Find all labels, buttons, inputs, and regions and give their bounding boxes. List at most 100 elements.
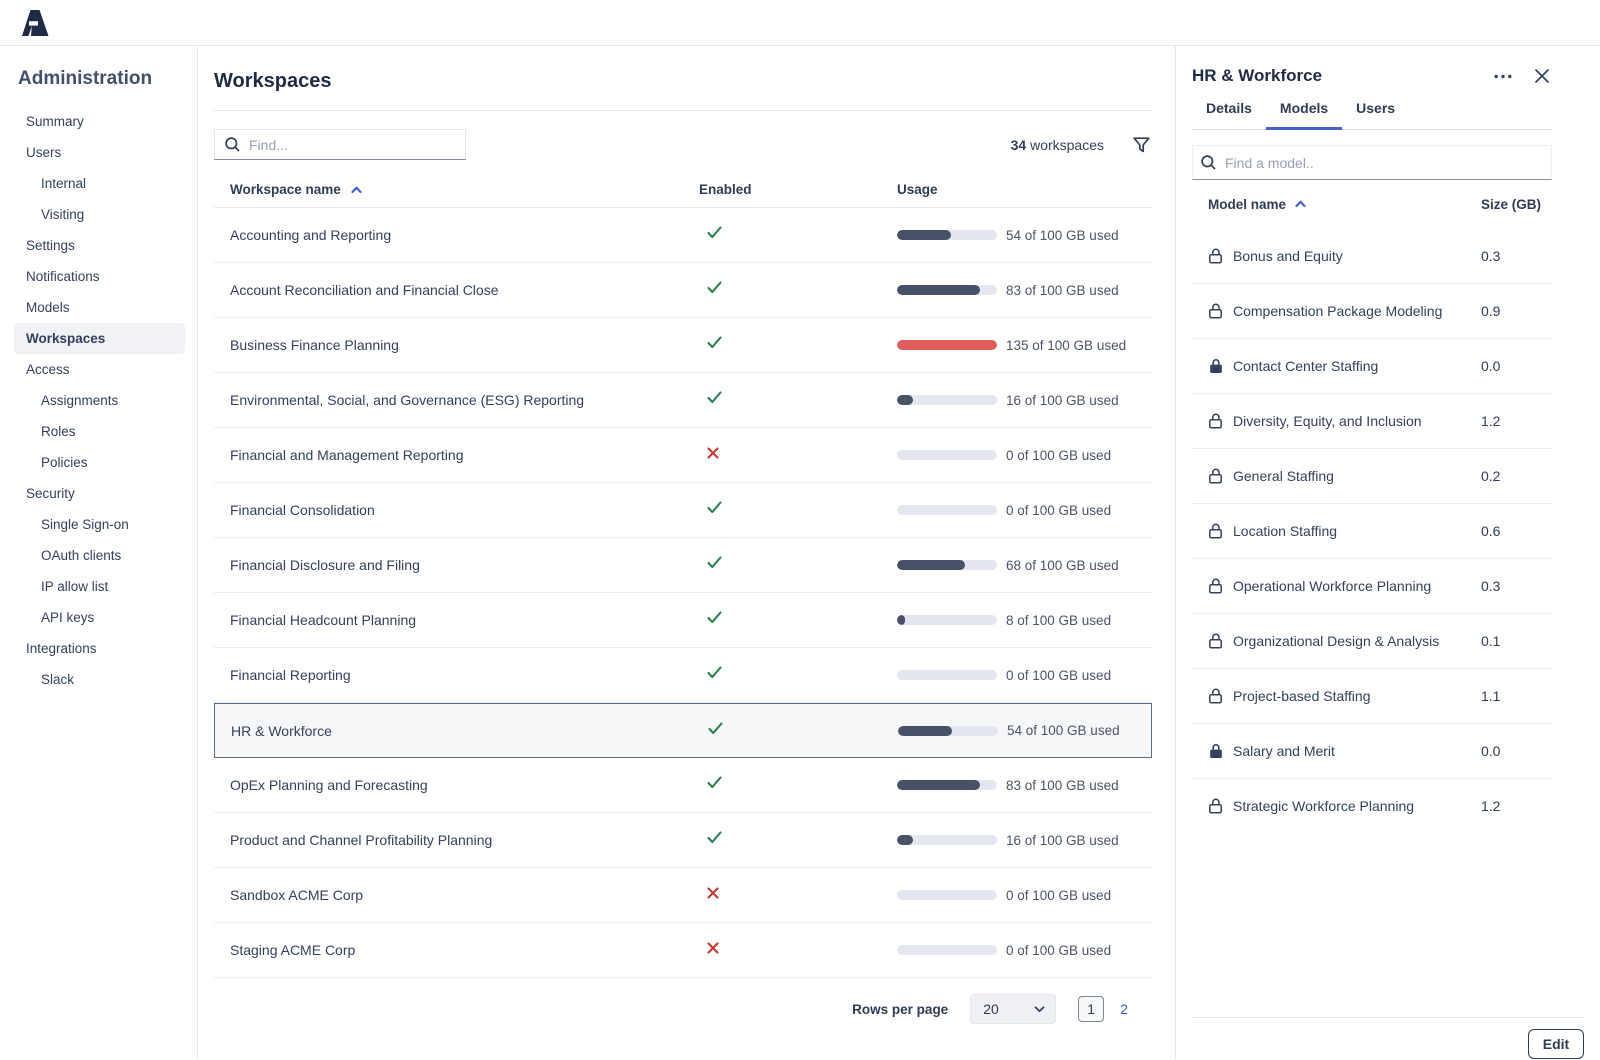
model-row-diversity-equity-and-inclusion[interactable]: Diversity, Equity, and Inclusion 1.2	[1192, 393, 1552, 448]
model-row-strategic-workforce-planning[interactable]: Strategic Workforce Planning 1.2	[1192, 778, 1552, 833]
sidebar-item-slack[interactable]: Slack	[41, 672, 75, 687]
table-row-financial-consolidation[interactable]: Financial Consolidation 0 of 100 GB used	[214, 483, 1152, 538]
sidebar-item-access[interactable]: Access	[26, 362, 70, 377]
enabled-cell	[699, 886, 897, 904]
sidebar-item-policies[interactable]: Policies	[41, 455, 88, 470]
model-row-organizational-design-analysis[interactable]: Organizational Design & Analysis 0.1	[1192, 613, 1552, 668]
model-row-contact-center-staffing[interactable]: Contact Center Staffing 0.0	[1192, 338, 1552, 393]
sidebar-item-visiting[interactable]: Visiting	[41, 207, 85, 222]
usage-text: 0 of 100 GB used	[1006, 447, 1112, 463]
table-row-financial-and-management-reporting[interactable]: Financial and Management Reporting 0 of 1…	[214, 428, 1152, 483]
sidebar-item-internal[interactable]: Internal	[41, 176, 87, 191]
usage-text: 135 of 100 GB used	[1006, 337, 1127, 353]
close-icon[interactable]	[1532, 66, 1552, 86]
model-search[interactable]	[1192, 145, 1552, 180]
enabled-check-icon	[707, 281, 722, 294]
model-search-input[interactable]	[1225, 154, 1543, 171]
table-row-opex-planning-and-forecasting[interactable]: OpEx Planning and Forecasting 83 of 100 G…	[214, 758, 1152, 813]
edit-button[interactable]: Edit	[1528, 1029, 1584, 1059]
workspace-name: Business Finance Planning	[230, 337, 399, 353]
workspace-search[interactable]	[214, 129, 466, 160]
model-row-general-staffing[interactable]: General Staffing 0.2	[1192, 448, 1552, 503]
enabled-check-icon	[707, 226, 722, 239]
table-row-staging-acme-corp[interactable]: Staging ACME Corp 0 of 100 GB used	[214, 923, 1152, 978]
enabled-check-icon	[707, 336, 722, 349]
usage-bar	[897, 285, 997, 295]
usage-bar	[897, 505, 997, 515]
table-row-environmental-social-and-governance-esg-reporting[interactable]: Environmental, Social, and Governance (E…	[214, 373, 1152, 428]
detail-panel: HR & Workforce Details Models Users	[1175, 46, 1600, 1059]
model-row-salary-and-merit[interactable]: Salary and Merit 0.0	[1192, 723, 1552, 778]
more-options-icon[interactable]	[1492, 72, 1514, 81]
panel-header: HR & Workforce	[1192, 66, 1552, 86]
sidebar-item-summary[interactable]: Summary	[26, 114, 84, 129]
table-row-financial-reporting[interactable]: Financial Reporting 0 of 100 GB used	[214, 648, 1152, 703]
sidebar-item-api-keys[interactable]: API keys	[41, 610, 95, 625]
table-row-account-reconciliation-and-financial-close[interactable]: Account Reconciliation and Financial Clo…	[214, 263, 1152, 318]
enabled-check-icon	[707, 556, 722, 569]
enabled-cell	[699, 941, 897, 959]
usage-cell: 0 of 100 GB used	[897, 503, 1152, 518]
sidebar-item-security[interactable]: Security	[26, 486, 75, 501]
sidebar-item-models[interactable]: Models	[26, 300, 70, 315]
usage-text: 68 of 100 GB used	[1006, 557, 1119, 573]
model-size: 0.3	[1481, 247, 1501, 264]
workspace-count-value: 34	[1010, 136, 1027, 153]
usage-bar	[897, 230, 997, 240]
usage-cell: 83 of 100 GB used	[897, 778, 1152, 793]
usage-cell: 16 of 100 GB used	[897, 833, 1152, 848]
workspace-name: Financial Disclosure and Filing	[230, 557, 420, 573]
column-workspace-name[interactable]: Workspace name	[214, 182, 699, 197]
page-button-1[interactable]: 1	[1078, 996, 1105, 1022]
sidebar-item-single-sign-on[interactable]: Single Sign-on	[41, 517, 129, 532]
usage-cell: 68 of 100 GB used	[897, 558, 1152, 573]
panel-title: HR & Workforce	[1192, 66, 1323, 85]
workspace-name: OpEx Planning and Forecasting	[230, 777, 428, 793]
workspace-name: Financial and Management Reporting	[230, 447, 464, 463]
tab-models[interactable]: Models	[1265, 100, 1343, 130]
rows-per-page-select[interactable]: 20	[970, 994, 1057, 1024]
table-row-financial-disclosure-and-filing[interactable]: Financial Disclosure and Filing 68 of 100…	[214, 538, 1152, 593]
sidebar-item-notifications[interactable]: Notifications	[26, 269, 100, 284]
sidebar-item-users[interactable]: Users	[26, 145, 62, 160]
sidebar-item-oauth-clients[interactable]: OAuth clients	[41, 548, 122, 563]
model-row-compensation-package-modeling[interactable]: Compensation Package Modeling 0.9	[1192, 283, 1552, 338]
model-row-bonus-and-equity[interactable]: Bonus and Equity 0.3	[1192, 228, 1552, 283]
filter-icon[interactable]	[1131, 135, 1152, 155]
table-row-product-and-channel-profitability-planning[interactable]: Product and Channel Profitability Planni…	[214, 813, 1152, 868]
tab-details[interactable]: Details	[1192, 100, 1266, 130]
model-row-operational-workforce-planning[interactable]: Operational Workforce Planning 0.3	[1192, 558, 1552, 613]
enabled-cell	[699, 611, 897, 629]
model-size: 0.2	[1481, 468, 1501, 484]
workspace-table-header: Workspace name Enabled Usage	[214, 172, 1152, 208]
model-row-location-staffing[interactable]: Location Staffing 0.6	[1192, 503, 1552, 558]
sidebar-item-assignments[interactable]: Assignments	[41, 393, 119, 408]
table-row-accounting-and-reporting[interactable]: Accounting and Reporting 54 of 100 GB use…	[214, 208, 1152, 263]
table-row-hr-workforce[interactable]: HR & Workforce 54 of 100 GB used	[214, 703, 1152, 758]
model-name: Location Staffing	[1233, 523, 1338, 539]
sidebar-item-workspaces[interactable]: Workspaces	[14, 323, 185, 354]
enabled-check-icon	[707, 501, 722, 514]
sidebar-item-integrations[interactable]: Integrations	[26, 641, 97, 656]
workspace-search-input[interactable]	[249, 136, 455, 153]
enabled-cell	[699, 556, 897, 574]
enabled-cell	[699, 446, 897, 464]
toolbar: 34 workspaces	[214, 129, 1152, 160]
workspace-name: Financial Consolidation	[230, 502, 375, 518]
toolbar-right: 34 workspaces	[1011, 135, 1152, 155]
model-name: Project-based Staffing	[1233, 688, 1371, 704]
table-row-business-finance-planning[interactable]: Business Finance Planning 135 of 100 GB u…	[214, 318, 1152, 373]
tab-users[interactable]: Users	[1342, 100, 1409, 130]
usage-text: 0 of 100 GB used	[1006, 502, 1112, 518]
model-row-project-based-staffing[interactable]: Project-based Staffing 1.1	[1192, 668, 1552, 723]
column-usage: Usage	[897, 182, 938, 197]
table-row-financial-headcount-planning[interactable]: Financial Headcount Planning 8 of 100 GB …	[214, 593, 1152, 648]
workspace-name: Staging ACME Corp	[230, 942, 356, 958]
page-button-2[interactable]: 2	[1120, 1001, 1128, 1017]
sort-asc-icon	[351, 186, 362, 194]
column-model-name[interactable]: Model name	[1192, 197, 1481, 212]
sidebar-item-ip-allow-list[interactable]: IP allow list	[41, 579, 109, 594]
table-row-sandbox-acme-corp[interactable]: Sandbox ACME Corp 0 of 100 GB used	[214, 868, 1152, 923]
sidebar-item-roles[interactable]: Roles	[41, 424, 76, 439]
sidebar-item-settings[interactable]: Settings	[26, 238, 75, 253]
